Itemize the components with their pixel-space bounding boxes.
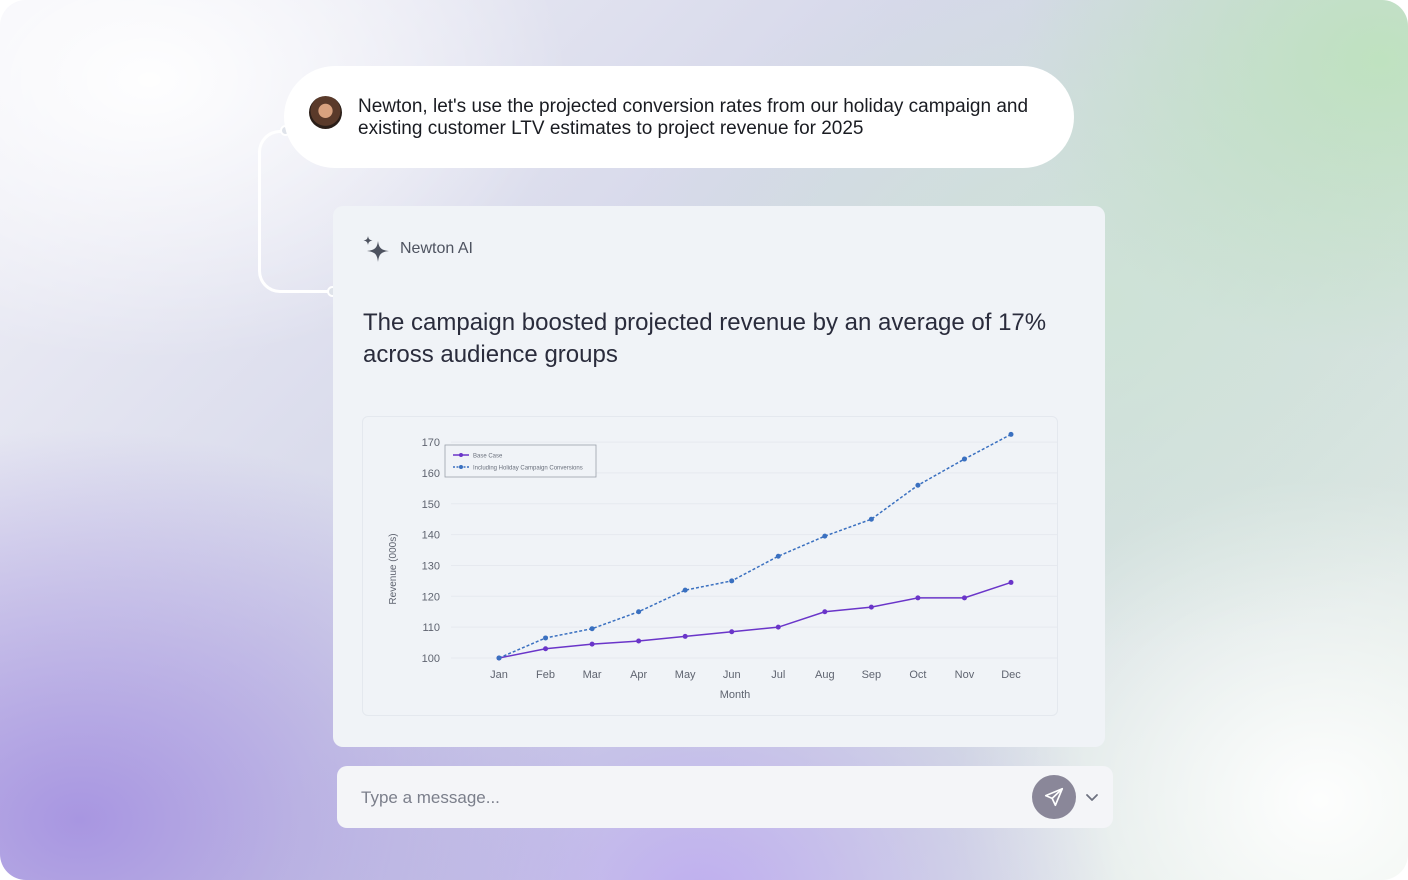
y-tick-label: 110: [422, 622, 440, 634]
user-message-text: Newton, let's use the projected conversi…: [358, 96, 1029, 139]
legend-swatch-marker: [459, 465, 463, 469]
send-icon: [1044, 787, 1064, 807]
data-point: [822, 609, 828, 615]
user-message-bubble: Newton, let's use the projected conversi…: [284, 66, 1074, 168]
x-tick-label: Apr: [630, 669, 647, 681]
data-point: [589, 626, 595, 632]
x-tick-label: Dec: [1001, 669, 1021, 681]
data-point: [775, 553, 781, 559]
chevron-down-icon[interactable]: [1083, 788, 1101, 806]
y-tick-label: 170: [422, 437, 440, 449]
y-tick-label: 160: [422, 468, 440, 480]
legend-label: Base Case: [473, 454, 503, 460]
data-point: [868, 604, 874, 610]
x-tick-label: Sep: [862, 669, 882, 681]
x-tick-label: Jan: [490, 669, 508, 681]
series-line: [498, 581, 1012, 659]
message-input[interactable]: [359, 782, 1003, 814]
data-point: [1008, 431, 1014, 437]
data-point: [1008, 579, 1014, 585]
data-point: [868, 516, 874, 522]
data-point: [589, 641, 595, 647]
y-axis-label: Revenue (000s): [388, 533, 399, 604]
data-point: [682, 587, 688, 593]
data-point: [729, 629, 735, 635]
ai-response-card: Newton AI The campaign boosted projected…: [333, 206, 1105, 747]
data-point: [543, 646, 549, 652]
x-tick-label: Aug: [815, 669, 835, 681]
data-point: [915, 482, 921, 488]
x-tick-label: Oct: [909, 669, 926, 681]
y-tick-label: 150: [422, 499, 440, 511]
x-tick-label: Nov: [955, 669, 975, 681]
data-point: [682, 633, 688, 639]
series-line: [498, 433, 1012, 659]
x-tick-label: Jul: [771, 669, 785, 681]
y-tick-label: 130: [422, 560, 440, 572]
x-tick-label: Feb: [536, 669, 555, 681]
legend-label: Including Holiday Campaign Conversions: [473, 466, 583, 472]
assistant-name: Newton AI: [400, 240, 473, 257]
x-tick-label: May: [675, 669, 696, 681]
data-point: [543, 635, 549, 641]
data-point: [729, 578, 735, 584]
response-heading: The campaign boosted projected revenue b…: [363, 309, 1047, 368]
data-point: [915, 595, 921, 601]
user-avatar: [309, 96, 342, 129]
x-tick-label: Jun: [723, 669, 741, 681]
x-tick-label: Mar: [583, 669, 602, 681]
data-point: [636, 638, 642, 644]
legend-swatch-marker: [459, 453, 463, 457]
legend-box: [444, 444, 597, 478]
message-composer: [337, 766, 1113, 828]
chart-svg: 100 110 120 130 140 150 160 170 Jan Feb Mar Apr May J…: [388, 431, 1057, 701]
data-point: [496, 655, 502, 661]
revenue-chart: 100 110 120 130 140 150 160 170 Jan Feb Mar Apr May J…: [362, 416, 1058, 716]
y-tick-label: 140: [422, 530, 440, 542]
y-tick-label: 100: [422, 653, 440, 665]
data-point: [822, 533, 828, 539]
sparkle-icon: [363, 236, 389, 262]
data-point: [636, 609, 642, 615]
data-point: [961, 595, 967, 601]
y-tick-label: 120: [422, 591, 440, 603]
send-button[interactable]: [1032, 775, 1076, 819]
data-point: [775, 624, 781, 630]
x-axis-label: Month: [720, 689, 751, 701]
data-point: [961, 456, 967, 462]
